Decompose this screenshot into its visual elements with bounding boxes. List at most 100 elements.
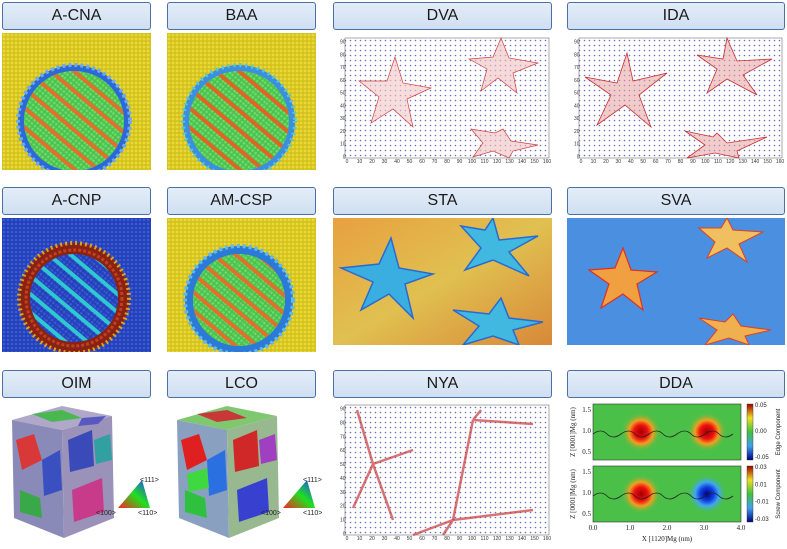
x-tick-label: 50 [407,159,413,165]
x-tick-label: 10 [357,536,363,542]
y-tick-label: 10 [340,142,346,148]
label-baa: BAA [167,2,316,30]
oim-legend-100: <100> [96,510,116,517]
label-a-cna: A-CNA [2,2,151,30]
label-nya: NYA [333,370,552,398]
cna-atom-map [2,33,151,170]
y-tick-label: 10 [574,142,580,148]
label-a-cnp: A-CNP [2,187,151,215]
dda-x-tick: 0.0 [589,524,598,532]
label-dva: DVA [333,2,552,30]
y-tick-label: 70 [574,65,580,71]
y-tick-label: 90 [340,407,346,413]
ida-axis-ticks: 0 10 20 30 40 50 60 70 80 90 100 110 120 130 140 150 160… [574,40,784,166]
y-tick-label: 70 [340,65,346,71]
label-lco: LCO [167,370,316,398]
x-tick-label: 120 [493,536,502,542]
lco-legend-111: <111> [303,477,322,484]
x-tick-label: 20 [369,536,375,542]
dda-y-tick: 1.5 [582,406,591,414]
screw-colorbar-tick: -0.01 [755,500,769,506]
x-tick-label: 130 [505,159,514,165]
screw-colorbar-tick: 0.03 [755,465,767,471]
y-tick-label: 30 [340,116,346,122]
x-tick-label: 50 [407,536,413,542]
dda-x-tick: 3.0 [700,524,709,532]
dda-y-tick: 0.5 [582,510,591,518]
x-tick-label: 150 [530,159,539,165]
dva-axis-ticks: 0 10 20 30 40 50 60 70 80 90 100 110 120 130 140 150 160… [340,40,551,166]
y-tick-label: 60 [340,78,346,84]
x-tick-label: 50 [640,159,646,165]
x-tick-label: 110 [481,159,489,165]
x-tick-label: 20 [603,159,609,165]
oim-ipf-triangle-legend [118,480,150,508]
y-tick-label: 80 [574,52,580,58]
label-ida: IDA [567,2,785,30]
x-tick-label: 130 [505,536,514,542]
panel-a-cna-image [2,33,151,170]
x-tick-label: 0 [346,536,349,542]
label-dda: DDA [567,370,785,398]
ida-vector-plot: 0 10 20 30 40 50 60 70 80 90 100 110 120 130 140 150 160… [574,36,784,166]
baa-atom-map [167,33,316,170]
y-tick-label: 60 [340,448,346,454]
x-tick-label: 40 [394,159,400,165]
y-tick-label: 60 [574,78,580,84]
dda-y-tick: 1.0 [582,427,591,435]
panel-sva-image [567,218,785,345]
y-tick-label: 0 [577,155,580,161]
x-tick-label: 10 [591,159,597,165]
lco-grain-cube [177,406,279,538]
y-tick-label: 70 [340,434,346,440]
cnp-atom-map [2,218,151,352]
y-tick-label: 0 [343,532,346,538]
dda-bottom-y-axis-label: Z [0001]Mg (nm) [569,468,577,518]
y-tick-label: 90 [340,40,346,46]
y-tick-label: 90 [574,40,580,46]
panel-nya-plot: 0 10 20 30 40 50 60 70 80 90 100 110 120 130 140 150 160… [333,400,552,547]
lco-legend-110: <110> [303,510,323,517]
x-tick-label: 80 [444,159,450,165]
panel-dva-plot: 0 10 20 30 40 50 60 70 80 90 100 110 120 130 140 150 160… [333,33,552,170]
y-tick-label: 20 [340,129,346,135]
y-tick-label: 0 [343,155,346,161]
dda-x-tick: 4.0 [737,524,746,532]
panel-oim-image: <111> <100> <110> [2,400,162,547]
x-tick-label: 80 [678,159,684,165]
dda-x-tick: 2.0 [663,524,672,532]
x-tick-label: 0 [346,159,349,165]
x-tick-label: 160 [543,536,552,542]
label-sva: SVA [567,187,785,215]
oim-legend-110: <110> [138,510,158,517]
amcsp-atom-map [167,218,316,352]
x-tick-label: 0 [580,159,583,165]
screw-colorbar-tick: 0.01 [755,482,767,488]
x-tick-label: 140 [518,159,527,165]
x-tick-label: 60 [419,159,425,165]
panel-a-cnp-image [2,218,151,352]
x-tick-label: 60 [419,536,425,542]
edge-colorbar-tick: -0.05 [755,455,769,461]
y-tick-label: 50 [340,91,346,97]
x-tick-label: 110 [714,159,722,165]
x-tick-label: 100 [468,536,477,542]
edge-colorbar-tick: 0.05 [755,403,767,409]
edge-colorbar-title: Edge Component [776,408,782,455]
dda-x-axis-label: X [1120]Mg (nm) [642,535,693,543]
lco-legend-100: <100> [261,510,281,517]
x-tick-label: 140 [751,159,760,165]
x-tick-label: 120 [726,159,735,165]
screw-colorbar-title: Screw Component [776,469,782,519]
y-tick-label: 10 [340,518,346,524]
x-tick-label: 70 [432,536,438,542]
x-tick-label: 160 [543,159,552,165]
x-tick-label: 20 [369,159,375,165]
edge-colorbar-tick: 0.00 [755,429,767,435]
y-tick-label: 50 [340,462,346,468]
x-tick-label: 110 [481,536,489,542]
screw-colorbar-tick: -0.03 [755,517,769,523]
oim-grain-cube [12,406,114,538]
label-oim: OIM [2,370,151,398]
dda-y-tick: 1.5 [582,468,591,476]
